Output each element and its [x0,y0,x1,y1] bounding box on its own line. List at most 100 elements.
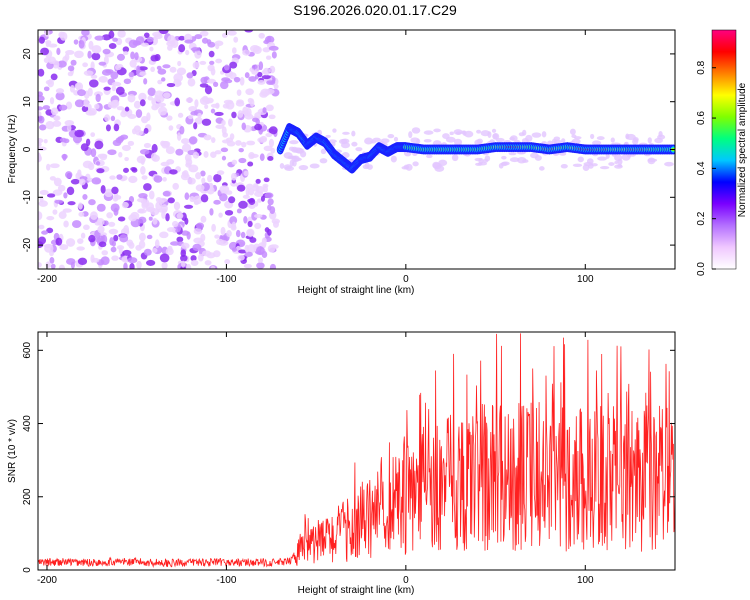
noise-cell [192,151,200,159]
noise-cell [245,88,254,96]
noise-cell [104,188,114,198]
noise-cell [241,141,247,148]
noise-cell [43,138,48,144]
noise-cell [47,56,56,64]
noise-cell [248,197,256,206]
noise-cell [231,111,237,119]
snr-frame [37,331,676,571]
halo-cell [408,131,413,139]
noise-cell [273,84,279,89]
noise-cell [264,227,270,233]
noise-cell [249,153,259,158]
halo-cell [610,137,615,143]
noise-cell [158,30,169,35]
noise-cell [186,72,194,79]
noise-cell [55,91,65,101]
noise-cell [62,208,72,213]
noise-cell [119,234,129,243]
halo-cell [596,136,605,141]
noise-cell [74,129,84,138]
noise-cell [88,199,96,206]
x-tick-label: 100 [577,575,594,586]
noise-cell [188,136,198,145]
noise-cell [138,66,148,71]
noise-cell [96,168,105,174]
halo-cell [442,133,450,139]
noise-cell [49,97,55,105]
halo-cell [530,152,539,159]
noise-cell [105,69,114,74]
noise-cell [224,259,231,265]
noise-cell [123,51,129,56]
noise-cell [111,85,116,92]
noise-cell [247,97,253,104]
noise-cell [58,104,68,111]
noise-cell [183,204,194,209]
noise-cell [65,171,73,179]
noise-cell [190,47,201,52]
noise-cell [38,153,42,162]
noise-cell [265,132,273,138]
noise-cell [231,247,237,252]
noise-cell [213,173,222,183]
noise-cell [110,246,117,253]
noise-cell [122,249,132,256]
noise-cell [163,141,171,148]
noise-cell [222,132,229,138]
noise-cell [52,209,58,215]
noise-cell [263,185,268,193]
noise-cell [150,54,159,62]
noise-cell [129,59,137,68]
noise-cell [187,78,196,87]
noise-cell [38,146,47,151]
noise-cell [266,80,276,86]
noise-cell [210,151,217,158]
noise-cell [257,257,264,264]
noise-cell [110,71,119,80]
noise-cell [187,177,196,185]
noise-cell [147,87,156,97]
halo-cell [432,161,440,169]
halo-cell [482,158,489,163]
colorbar-ticks: 0.0 0.2 0.4 0.6 0.8 [696,60,716,276]
noise-cell [112,139,122,147]
chart-title: S196.2026.020.01.17.C29 [293,2,457,18]
noise-cell [70,59,77,66]
noise-cell [214,150,222,155]
spectrogram-y-ticks: -20 -10 0 10 20 [22,48,675,252]
noise-cell [173,73,184,83]
halo-cell [597,156,608,161]
noise-cell [124,106,130,112]
noise-cell [190,111,199,116]
noise-cell [59,31,68,41]
noise-cell [97,153,108,159]
noise-cell [248,204,256,210]
x-tick-label: -200 [37,575,57,586]
noise-cell [95,161,101,166]
noise-cell [78,178,86,186]
halo-cell [508,151,517,156]
noise-cell [78,40,85,49]
halo-cell [560,163,568,169]
noise-cell [81,105,89,113]
noise-cell [197,253,204,262]
noise-cell [172,182,180,190]
noise-cell [149,46,154,52]
noise-cell [247,188,255,196]
noise-cell [62,153,67,161]
noise-cell [65,50,75,55]
noise-cell [219,185,230,194]
halo-cell [476,138,483,144]
noise-cell [143,127,149,134]
noise-cell [258,32,265,39]
noise-cell [199,60,207,65]
noise-cell [38,115,45,124]
noise-cell [57,184,66,192]
noise-cell [159,231,169,239]
halo-cell [423,139,432,143]
noise-cell [105,124,111,132]
noise-cell [179,125,185,135]
noise-cell [220,147,229,153]
noise-cell [200,76,209,84]
halo-cell [387,133,395,139]
